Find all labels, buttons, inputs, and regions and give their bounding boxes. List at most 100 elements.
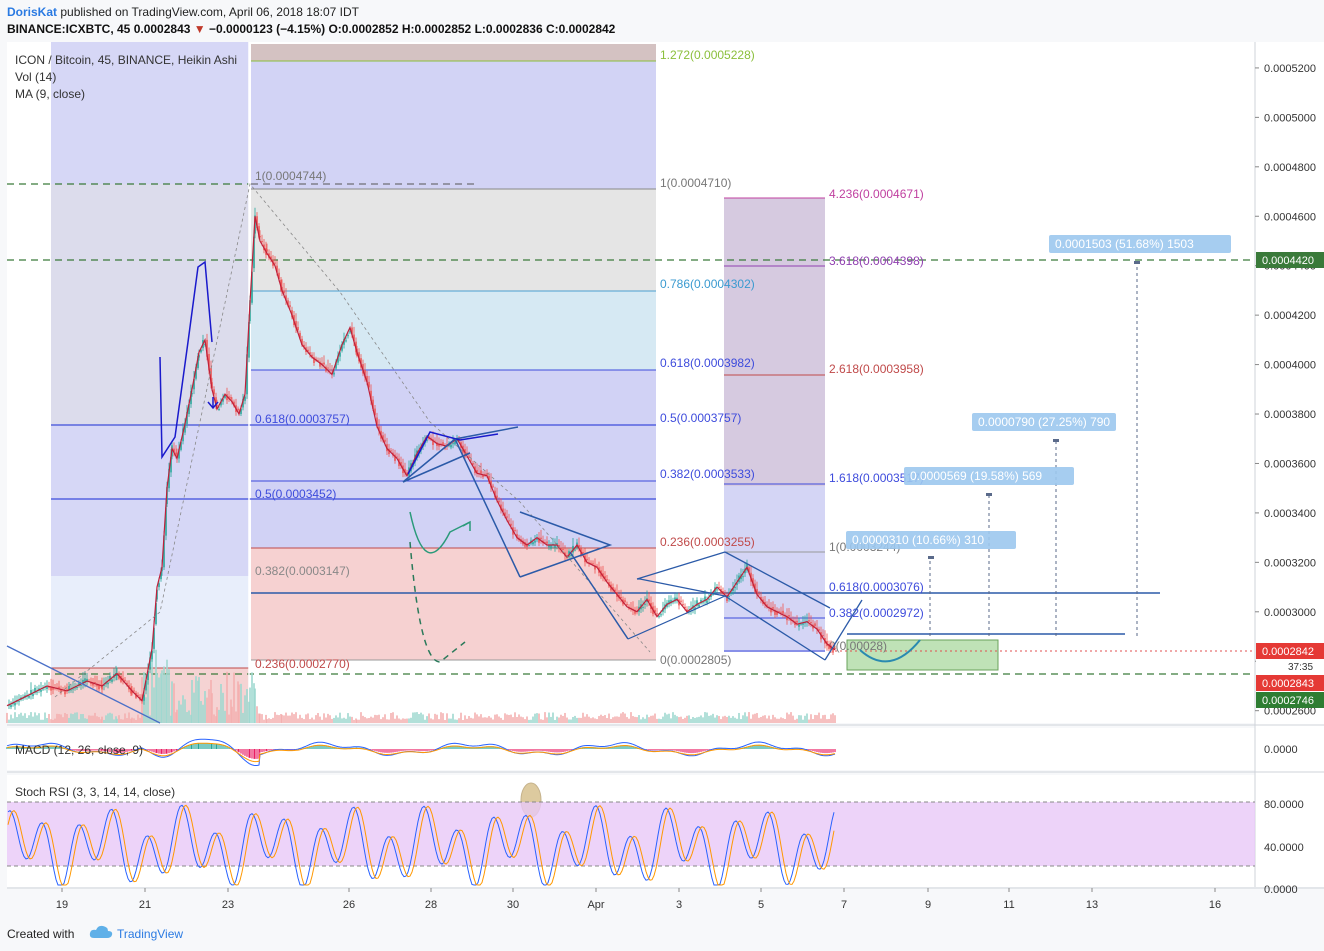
fib-label: 1(0.0004710) bbox=[660, 176, 731, 190]
macd-hist-bar bbox=[418, 749, 420, 751]
ma-legend: MA (9, close) bbox=[15, 87, 85, 101]
tradingview-brand-link[interactable]: TradingView bbox=[117, 927, 184, 941]
macd-hist-bar bbox=[58, 746, 60, 749]
volume-bar bbox=[46, 718, 48, 723]
target-zone-box[interactable] bbox=[846, 639, 999, 671]
volume-bar bbox=[762, 715, 764, 723]
price-candle bbox=[256, 216, 258, 229]
volume-bar bbox=[82, 714, 84, 723]
x-tick-label: 9 bbox=[925, 899, 931, 911]
macd-hist-bar bbox=[380, 749, 382, 753]
volume-bar bbox=[118, 715, 120, 723]
macd-hist-bar bbox=[410, 749, 412, 751]
volume-bar bbox=[309, 719, 311, 723]
volume-bar bbox=[438, 719, 440, 723]
volume-bar bbox=[339, 712, 341, 723]
price-candle bbox=[126, 682, 128, 686]
volume-bar bbox=[492, 719, 494, 723]
price-candle bbox=[534, 540, 536, 543]
author-name[interactable]: DorisKat bbox=[7, 5, 58, 19]
price-candle bbox=[96, 683, 98, 687]
price-candle bbox=[566, 554, 568, 556]
volume-bar bbox=[744, 712, 746, 723]
macd-hist-bar bbox=[452, 745, 454, 749]
macd-hist-bar bbox=[8, 746, 10, 749]
volume-bar bbox=[191, 679, 193, 723]
volume-bar bbox=[714, 717, 716, 723]
volume-bar bbox=[748, 712, 750, 723]
macd-hist-bar bbox=[542, 749, 544, 752]
macd-hist-bar bbox=[766, 745, 768, 749]
price-candle bbox=[266, 249, 268, 252]
price-candle bbox=[802, 623, 804, 625]
price-candle bbox=[244, 396, 246, 401]
price-candle bbox=[32, 693, 34, 697]
price-candle bbox=[554, 545, 556, 548]
volume-bar bbox=[806, 713, 808, 723]
price-candle bbox=[700, 599, 702, 604]
chart-canvas[interactable]: 1.272(0.0005228) 1(0.0004710) 0.786(0.0004… bbox=[0, 42, 1324, 915]
price-candle bbox=[660, 614, 662, 616]
trend-drawings[interactable] bbox=[6, 183, 1140, 818]
volume-bar bbox=[768, 715, 770, 723]
price-candle bbox=[382, 435, 384, 441]
macd-hist-bar bbox=[426, 749, 428, 752]
macd-hist-bar bbox=[648, 749, 650, 751]
price-candle bbox=[329, 369, 331, 371]
fib-labels: 1.272(0.0005228) 1(0.0004710) 0.786(0.0004… bbox=[255, 48, 924, 671]
price-candle bbox=[524, 542, 526, 547]
volume-bar bbox=[602, 715, 604, 723]
price-axis[interactable] bbox=[1255, 42, 1324, 887]
volume-bar bbox=[652, 715, 654, 723]
price-candle bbox=[440, 443, 442, 445]
tradingview-cloud-icon bbox=[89, 925, 113, 938]
price-candle bbox=[278, 272, 280, 279]
volume-bar bbox=[206, 697, 208, 723]
macd-hist-bar bbox=[274, 749, 276, 750]
volume-bar bbox=[686, 715, 688, 723]
volume-bar bbox=[44, 712, 46, 723]
macd-hist-bar bbox=[145, 749, 147, 750]
volume-bar bbox=[420, 712, 422, 723]
macd-hist-bar bbox=[834, 749, 836, 753]
price-candle bbox=[58, 686, 60, 689]
macd-hist-bar bbox=[244, 749, 246, 756]
price-candle bbox=[642, 606, 644, 608]
macd-hist-bar bbox=[14, 746, 16, 749]
volume-bar bbox=[56, 713, 58, 723]
volume-bar bbox=[244, 695, 246, 723]
macd-hist-bar bbox=[464, 746, 466, 749]
price-candle bbox=[195, 366, 197, 379]
price-candle bbox=[46, 686, 48, 689]
volume-bar bbox=[128, 712, 130, 723]
price-candle bbox=[704, 596, 706, 602]
price-candle bbox=[550, 545, 552, 549]
volume-bar bbox=[235, 711, 237, 723]
volume-bar bbox=[424, 719, 426, 723]
volume-bar bbox=[130, 718, 132, 723]
volume-bar bbox=[506, 714, 508, 723]
macd-hist-bar bbox=[408, 749, 410, 751]
price-candle bbox=[758, 592, 760, 595]
volume-bar bbox=[384, 714, 386, 723]
volume-bar bbox=[722, 716, 724, 723]
macd-hist-bar bbox=[263, 749, 265, 752]
macd-hist-bar bbox=[98, 749, 100, 751]
macd-hist-bar bbox=[614, 746, 616, 749]
price-candle bbox=[544, 542, 546, 544]
macd-hist-bar bbox=[656, 749, 658, 751]
volume-bar bbox=[349, 716, 351, 723]
macd-hist-bar bbox=[432, 749, 434, 751]
macd-hist-bar bbox=[762, 745, 764, 749]
volume-bar bbox=[720, 719, 722, 723]
volume-bar bbox=[100, 719, 102, 723]
macd-hist-bar bbox=[86, 749, 88, 751]
volume-bar bbox=[156, 673, 158, 723]
macd-hist-bar bbox=[546, 749, 548, 752]
volume-bar bbox=[474, 712, 476, 723]
volume-bar bbox=[295, 712, 297, 723]
volume-bar bbox=[772, 714, 774, 723]
macd-hist-bar bbox=[612, 746, 614, 749]
price-candle bbox=[804, 622, 806, 624]
volume-bar bbox=[564, 712, 566, 723]
